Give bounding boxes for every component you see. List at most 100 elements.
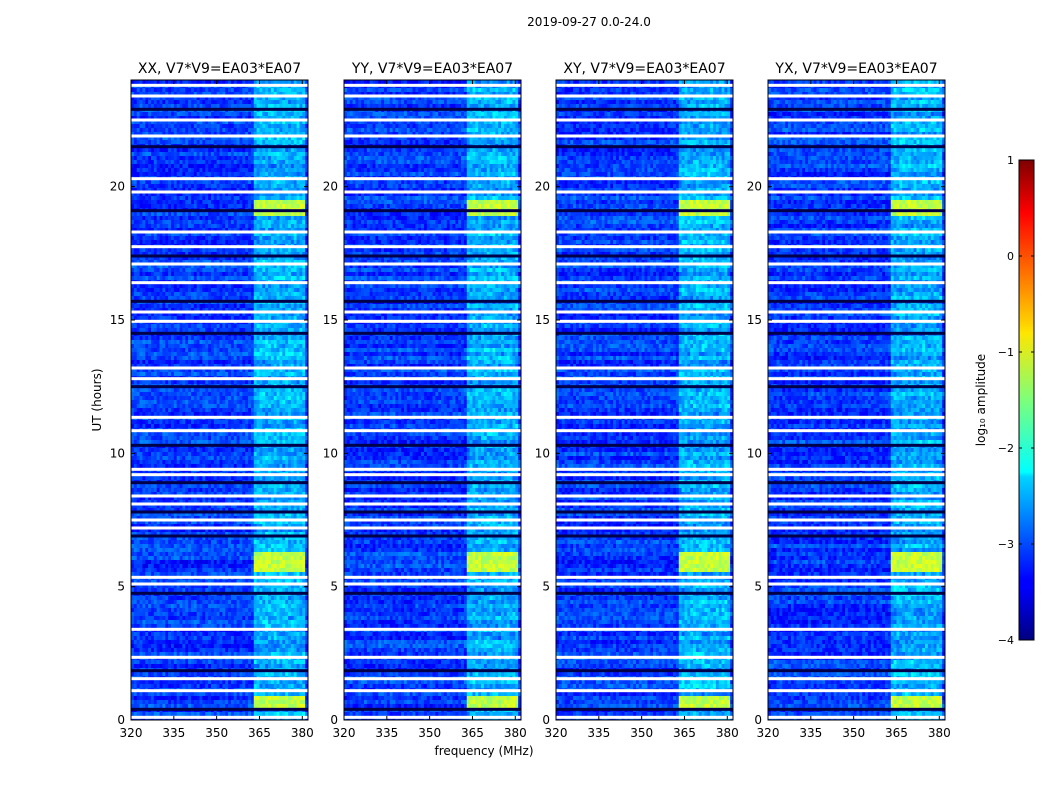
heatmap-cell [133, 316, 138, 321]
heatmap-cell [133, 268, 138, 273]
heatmap-cell [168, 80, 172, 85]
heatmap-cell [288, 308, 292, 313]
heatmap-cell [270, 308, 275, 313]
heatmap-cell [142, 104, 146, 109]
heatmap-cell [219, 160, 223, 165]
heatmap-cell [299, 92, 303, 97]
heatmap-cell [179, 328, 183, 333]
heatmap-cell [179, 392, 183, 397]
heatmap-cell [193, 272, 198, 277]
heatmap-cell [302, 268, 306, 273]
heatmap-cell [273, 152, 277, 157]
heatmap-cell [305, 104, 309, 109]
heatmap-cell [210, 180, 215, 185]
heatmap-cell [242, 252, 246, 257]
heatmap-cell [299, 212, 303, 217]
heatmap-cell [182, 160, 186, 165]
heatmap-cell [173, 128, 178, 133]
heatmap-cell [202, 192, 206, 197]
heatmap-cell [253, 248, 257, 253]
heatmap-cell [305, 360, 309, 365]
heatmap-cell [193, 400, 198, 405]
heatmap-cell [196, 116, 200, 121]
heatmap-cell [233, 96, 237, 101]
heatmap-cell [273, 196, 277, 201]
heatmap-cell [242, 148, 246, 153]
heatmap-cell [290, 240, 295, 245]
heatmap-cell [136, 180, 140, 185]
heatmap-cell [290, 220, 295, 225]
heatmap-cell [273, 160, 277, 165]
heatmap-cell [296, 164, 300, 169]
heatmap-cell [205, 336, 209, 341]
heatmap-cell [202, 148, 206, 153]
heatmap-cell [168, 252, 172, 257]
heatmap-cell [262, 276, 266, 281]
heatmap-cell [256, 288, 260, 293]
heatmap-cell [153, 380, 158, 385]
heatmap-cell [150, 124, 155, 129]
heatmap-cell [273, 352, 277, 357]
heatmap-cell [273, 328, 277, 333]
heatmap-cell [256, 228, 260, 233]
heatmap-cell [290, 100, 295, 105]
heatmap-cell [176, 348, 180, 353]
heatmap-cell [168, 380, 172, 385]
heatmap-cell [268, 344, 272, 349]
heatmap-cell [276, 292, 280, 297]
heatmap-cell [250, 100, 255, 105]
heatmap-cell [165, 156, 169, 161]
heatmap-cell [168, 248, 172, 253]
heatmap-cell [210, 276, 215, 281]
heatmap-cell [131, 212, 135, 217]
heatmap-cell [153, 128, 158, 133]
heatmap-cell [205, 136, 209, 141]
heatmap-cell [276, 236, 280, 241]
heatmap-cell [228, 360, 232, 365]
heatmap-cell [136, 304, 140, 309]
heatmap-cell [236, 132, 240, 137]
heatmap-cell [268, 248, 272, 253]
heatmap-cell [259, 184, 263, 189]
heatmap-cell [148, 288, 152, 293]
heatmap-cell [285, 348, 289, 353]
heatmap-cell [256, 96, 260, 101]
heatmap-cell [293, 224, 297, 229]
heatmap-cell [293, 160, 297, 165]
heatmap-cell [145, 264, 149, 269]
heatmap-cell [228, 264, 232, 269]
heatmap-cell [290, 232, 295, 237]
heatmap-cell [288, 272, 292, 277]
heatmap-cell [182, 188, 186, 193]
heatmap-cell [299, 312, 303, 317]
heatmap-cell [225, 392, 229, 397]
heatmap-cell [133, 200, 138, 205]
heatmap-cell [208, 248, 212, 253]
heatmap-cell [288, 200, 292, 205]
heatmap-cell [150, 248, 155, 253]
heatmap-cell [139, 132, 143, 137]
heatmap-cell [173, 220, 178, 225]
heatmap-cell [193, 160, 198, 165]
heatmap-cell [153, 264, 158, 269]
heatmap-cell [145, 356, 149, 361]
heatmap-cell [153, 304, 158, 309]
heatmap-cell [245, 388, 249, 393]
heatmap-cell [210, 328, 215, 333]
heatmap-cell [179, 356, 183, 361]
heatmap-cell [142, 152, 146, 157]
heatmap-cell [148, 128, 152, 133]
heatmap-cell [185, 224, 189, 229]
heatmap-cell [285, 264, 289, 269]
heatmap-cell [159, 92, 163, 97]
heatmap-cell [219, 132, 223, 137]
heatmap-cell [256, 180, 260, 185]
heatmap-cell [170, 356, 175, 361]
heatmap-cell [262, 352, 266, 357]
heatmap-cell [299, 348, 303, 353]
heatmap-cell [170, 372, 175, 377]
heatmap-cell [262, 196, 266, 201]
heatmap-cell [250, 164, 255, 169]
heatmap-cell [233, 248, 237, 253]
heatmap-cell [193, 392, 198, 397]
